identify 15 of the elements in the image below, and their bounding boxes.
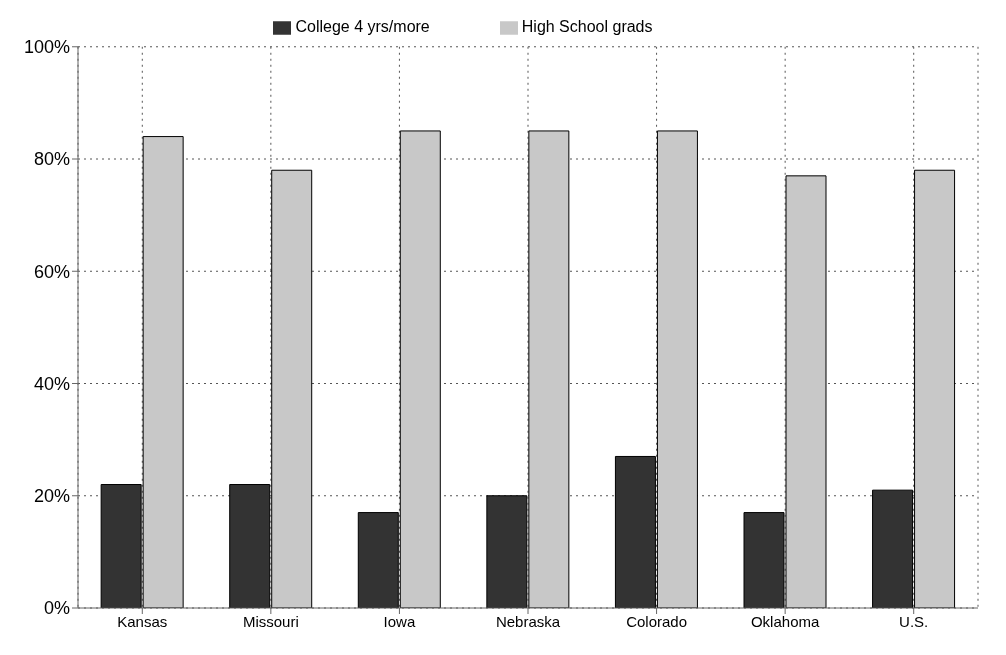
y-tick-label: 100% <box>23 37 70 58</box>
x-tick-label: Nebraska <box>495 612 561 630</box>
y-tick-label: 40% <box>33 373 70 394</box>
x-tick-label: Missouri <box>242 612 299 630</box>
x-tick-label: Oklahoma <box>750 612 820 630</box>
x-tick-label: Kansas <box>117 612 168 630</box>
x-tick-label: U.S. <box>899 612 929 630</box>
legend-label: College 4 yrs/more <box>295 18 430 35</box>
x-tick-label: Iowa <box>383 612 416 630</box>
y-tick-label: 20% <box>33 486 70 507</box>
y-tick-label: 60% <box>33 261 70 282</box>
y-tick-label: 0% <box>43 598 70 619</box>
x-tick-label: Colorado <box>626 612 688 630</box>
y-tick-label: 80% <box>33 149 70 170</box>
legend-label: High School grads <box>521 18 653 35</box>
